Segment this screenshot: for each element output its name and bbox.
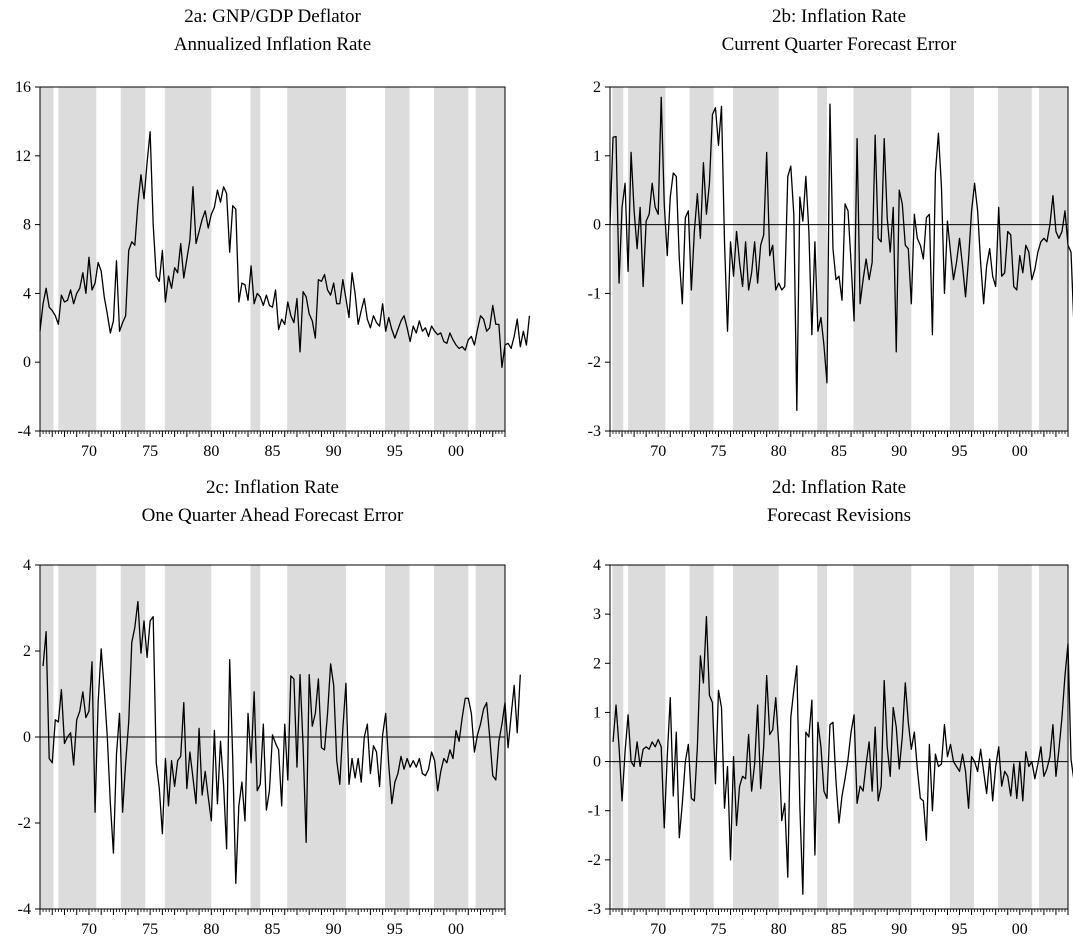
shaded-period	[250, 87, 261, 431]
series-line	[609, 96, 1073, 412]
y-tick-label: 0	[593, 217, 601, 234]
chart-subtitle: Current Quarter Forecast Error	[722, 34, 957, 55]
x-tick-label: 70	[81, 921, 97, 938]
x-tick-label: 80	[203, 443, 219, 460]
shaded-period	[817, 565, 827, 909]
y-tick-label: 12	[15, 148, 31, 165]
y-tick-label: 8	[23, 217, 31, 234]
shaded-period	[612, 87, 624, 431]
x-tick-label: 75	[142, 921, 158, 938]
x-tick-label: 80	[771, 443, 787, 460]
y-tick-label: 4	[23, 557, 31, 574]
x-tick-label: 90	[326, 921, 342, 938]
y-tick-label: -2	[588, 354, 601, 371]
y-tick-label: -3	[588, 423, 601, 440]
shaded-period	[287, 87, 346, 431]
shaded-period	[475, 87, 505, 431]
y-tick-label: -3	[588, 901, 601, 918]
shaded-period	[434, 87, 469, 431]
x-tick-label: 90	[891, 921, 907, 938]
shaded-period	[628, 87, 666, 431]
x-tick-label: 85	[831, 443, 847, 460]
y-tick-label: -2	[18, 815, 31, 832]
shaded-period	[998, 565, 1032, 909]
y-tick-label: 16	[15, 79, 31, 96]
shaded-period	[689, 565, 714, 909]
y-tick-label: 0	[23, 729, 31, 746]
x-tick-label: 85	[265, 921, 281, 938]
shaded-period	[58, 87, 97, 431]
y-tick-label: 4	[593, 557, 601, 574]
x-tick-label: 00	[1012, 921, 1028, 938]
y-tick-label: -4	[18, 423, 31, 440]
y-tick-label: 1	[593, 704, 601, 721]
x-tick-label: 80	[771, 921, 787, 938]
y-tick-label: 2	[593, 79, 601, 96]
chart-title: 2c: Inflation Rate	[206, 477, 339, 498]
x-tick-label: 85	[265, 443, 281, 460]
y-tick-label: -2	[588, 852, 601, 869]
chart-title: 2b: Inflation Rate	[772, 6, 906, 27]
x-tick-label: 75	[710, 921, 726, 938]
series-line	[42, 600, 521, 884]
x-tick-label: 70	[650, 921, 666, 938]
chart-2b: 2b: Inflation Rate Current Quarter Foreca…	[588, 6, 1073, 460]
x-tick-label: 75	[142, 443, 158, 460]
shaded-period	[1039, 87, 1068, 431]
y-tick-label: -4	[18, 901, 31, 918]
chart-title: 2d: Inflation Rate	[772, 477, 906, 498]
x-tick-label: 80	[203, 921, 219, 938]
y-tick-label: 0	[593, 754, 601, 771]
shaded-period	[998, 87, 1032, 431]
chart-2a: 2a: GNP/GDP Deflator Annualized Inflation…	[15, 6, 531, 460]
x-tick-label: 00	[448, 443, 464, 460]
x-tick-label: 00	[448, 921, 464, 938]
x-tick-label: 90	[326, 443, 342, 460]
chart-2d: 2d: Inflation Rate Forecast Revisions -3 -2…	[588, 477, 1073, 938]
x-tick-label: 70	[81, 443, 97, 460]
chart-subtitle: Annualized Inflation Rate	[174, 34, 371, 55]
shaded-period	[40, 87, 54, 431]
y-tick-label: 1	[593, 148, 601, 165]
shaded-period	[853, 87, 912, 431]
x-tick-label: 75	[710, 443, 726, 460]
shaded-period	[385, 87, 410, 431]
chart-subtitle: One Quarter Ahead Forecast Error	[142, 505, 404, 526]
shaded-period	[817, 87, 827, 431]
y-tick-label: -1	[588, 803, 601, 820]
y-tick-label: 2	[23, 643, 31, 660]
chart-subtitle: Forecast Revisions	[767, 505, 911, 526]
x-tick-label: 95	[387, 921, 403, 938]
chart-2c: 2c: Inflation Rate One Quarter Ahead Fore…	[18, 477, 521, 938]
x-tick-label: 00	[1012, 443, 1028, 460]
series-line	[39, 131, 531, 369]
shaded-period	[120, 87, 146, 431]
x-tick-label: 95	[952, 443, 968, 460]
x-tick-label: 90	[891, 443, 907, 460]
chart-title: 2a: GNP/GDP Deflator	[184, 6, 361, 27]
shaded-period	[949, 565, 974, 909]
x-tick-label: 70	[650, 443, 666, 460]
x-tick-label: 85	[831, 921, 847, 938]
y-tick-label: 3	[593, 606, 601, 623]
x-tick-label: 95	[952, 921, 968, 938]
series-line	[612, 615, 1073, 895]
shaded-period	[164, 87, 212, 431]
y-tick-label: 0	[23, 354, 31, 371]
y-tick-label: 2	[593, 655, 601, 672]
y-tick-label: -1	[588, 285, 601, 302]
shaded-period	[628, 565, 666, 909]
x-tick-label: 95	[387, 443, 403, 460]
y-tick-label: 4	[23, 285, 31, 302]
